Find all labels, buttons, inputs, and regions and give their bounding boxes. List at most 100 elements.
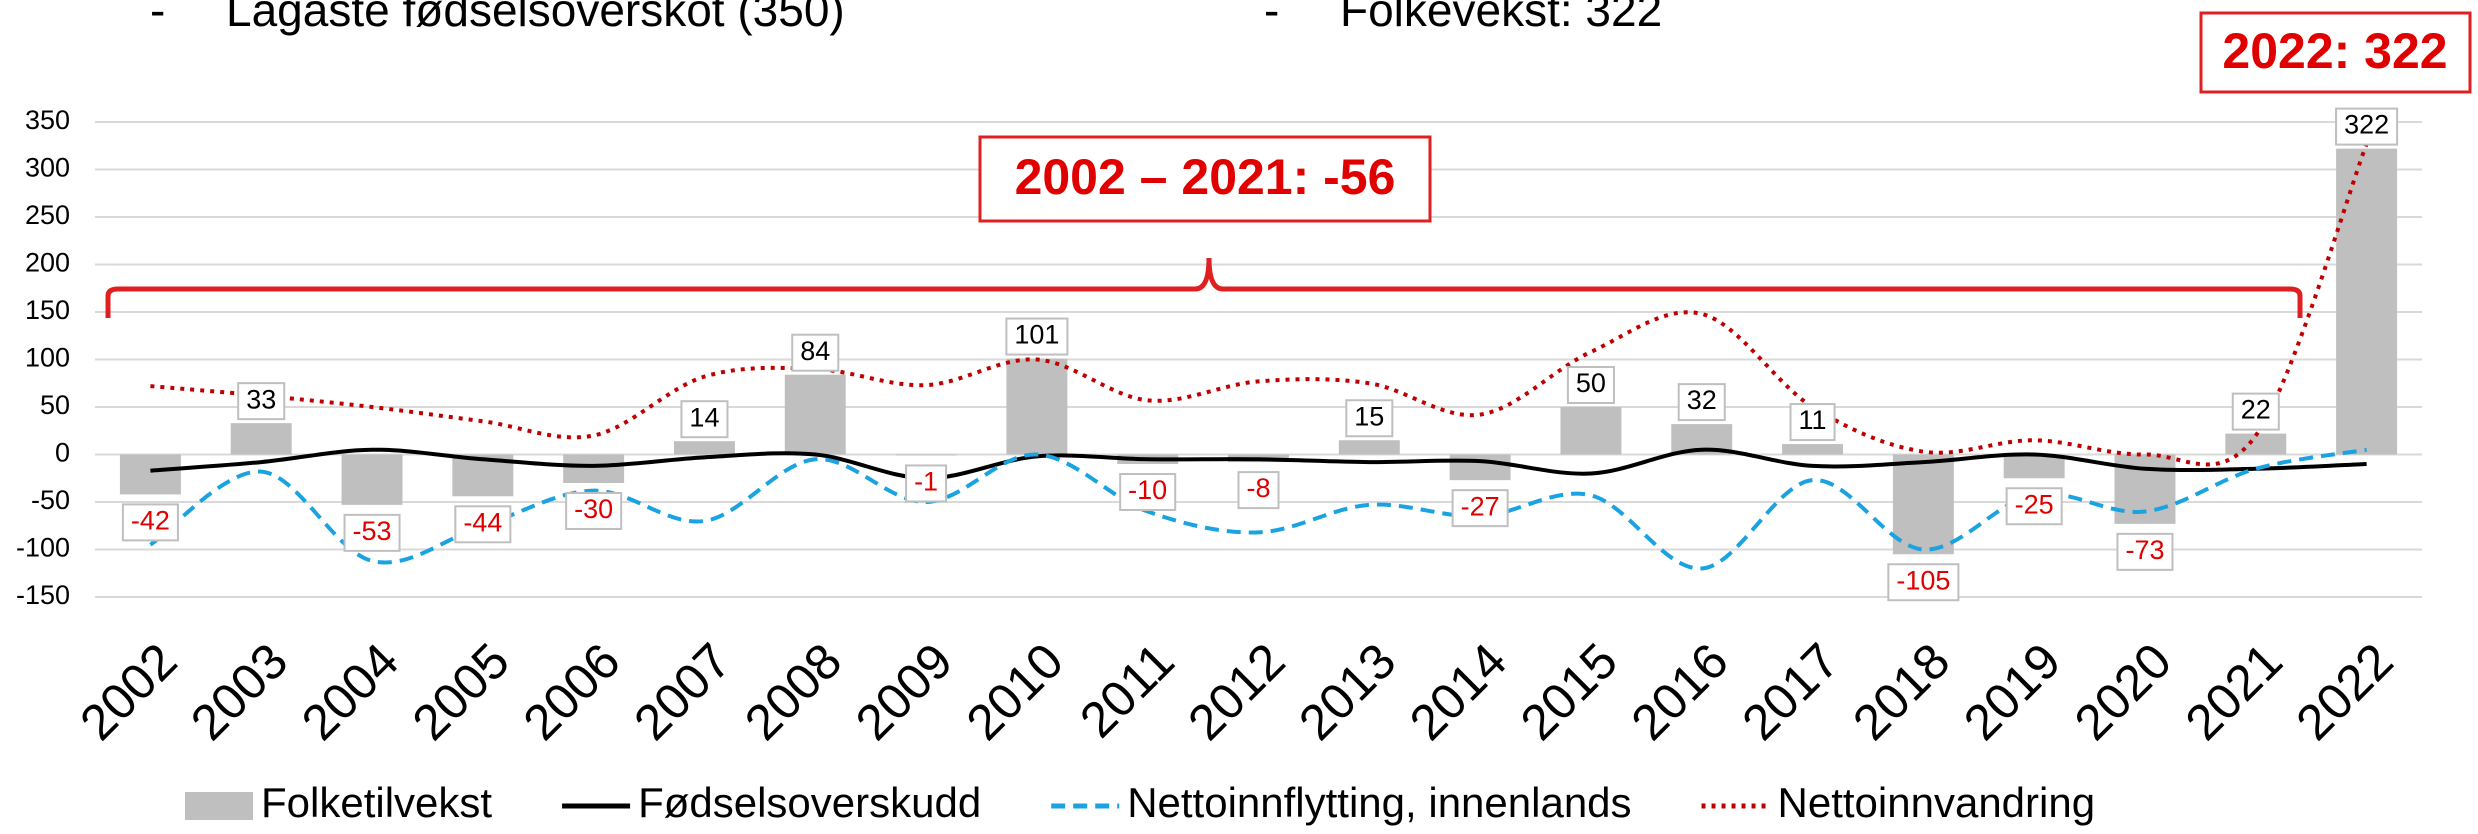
x-tick-label: 2005 xyxy=(402,633,520,751)
y-tick-label: 0 xyxy=(55,438,70,468)
data-label: -10 xyxy=(1119,473,1177,511)
y-tick-label: -50 xyxy=(31,485,70,515)
y-tick-label: 250 xyxy=(25,200,70,230)
data-label-box xyxy=(2005,487,2063,526)
data-label-text: -27 xyxy=(1461,491,1500,521)
data-label-box xyxy=(565,492,623,530)
bar xyxy=(2003,454,2065,479)
data-label-text: -53 xyxy=(353,516,392,546)
bar xyxy=(563,454,625,483)
bar xyxy=(2336,148,2398,455)
x-tick-label: 2018 xyxy=(1842,633,1960,751)
data-label-box xyxy=(1005,317,1069,356)
data-label-text: 15 xyxy=(1354,401,1384,431)
data-label: 15 xyxy=(1345,399,1394,438)
data-label-box xyxy=(1789,403,1836,442)
data-label-text: -44 xyxy=(463,507,502,537)
x-tick-label: 2009 xyxy=(845,633,963,751)
data-label-text: 84 xyxy=(800,336,830,366)
x-tick-label: 2007 xyxy=(623,633,741,751)
data-label-text: 22 xyxy=(2241,395,2271,425)
data-label: 14 xyxy=(680,400,729,439)
data-label-box xyxy=(454,505,512,544)
data-label-box xyxy=(680,400,729,439)
data-label-box xyxy=(1566,366,1615,404)
data-label-box xyxy=(1677,383,1726,422)
data-label-box xyxy=(237,382,286,421)
x-tick-label: 2015 xyxy=(1510,633,1628,751)
x-tick-label: 2003 xyxy=(180,633,298,751)
legend-swatch xyxy=(185,792,253,820)
y-tick-label: 150 xyxy=(25,295,70,325)
data-label-box xyxy=(2116,532,2174,571)
legend-label: Nettoinnvandring xyxy=(1778,779,2096,826)
x-tick-label: 2008 xyxy=(734,633,852,751)
x-tick-label: 2017 xyxy=(1731,633,1849,751)
data-label-box xyxy=(905,464,948,503)
bar xyxy=(1892,454,1954,555)
y-tick-label: 350 xyxy=(25,105,70,135)
data-label: -105 xyxy=(1887,563,1960,602)
data-label-text: -105 xyxy=(1896,565,1950,595)
data-label-box xyxy=(1237,471,1280,510)
bar xyxy=(673,441,735,455)
x-tick-label: 2012 xyxy=(1177,633,1295,751)
data-label-text: -10 xyxy=(1128,475,1167,505)
x-tick-label: 2016 xyxy=(1621,633,1739,751)
data-label-box xyxy=(1345,399,1394,438)
bar xyxy=(341,454,403,505)
bar xyxy=(895,454,957,456)
y-tick-label: 50 xyxy=(40,390,70,420)
data-label: -8 xyxy=(1237,471,1280,510)
annotation-box xyxy=(978,135,1432,223)
data-label-box xyxy=(2231,392,2280,431)
data-label-text: 11 xyxy=(1799,405,1827,435)
data-label: 101 xyxy=(1005,317,1069,356)
data-label: 32 xyxy=(1677,383,1726,422)
data-label: -53 xyxy=(343,513,401,552)
data-label-box xyxy=(791,333,840,372)
bar xyxy=(2225,433,2287,455)
header-text: Folkevekst: 322 xyxy=(1340,0,1662,36)
data-label: 22 xyxy=(2231,392,2280,431)
x-tick-label: 2019 xyxy=(1953,633,2071,751)
x-tick-label: 2011 xyxy=(1069,633,1185,749)
data-label-box xyxy=(121,503,179,542)
y-tick-label: -150 xyxy=(16,580,70,610)
data-label-box xyxy=(1887,563,1960,602)
data-label-box xyxy=(1119,473,1177,511)
data-label: 33 xyxy=(237,382,286,421)
x-tick-label: 2021 xyxy=(2175,633,2293,751)
header-text: Lågaste fødselsoverskot (350) xyxy=(226,0,845,36)
y-tick-label: 300 xyxy=(25,153,70,183)
bar xyxy=(119,454,181,495)
legend-label: Folketilvekst xyxy=(261,779,492,826)
data-label: -1 xyxy=(905,464,948,503)
data-label: -44 xyxy=(454,505,512,544)
data-label-text: -1 xyxy=(914,467,938,497)
x-tick-label: 2013 xyxy=(1288,633,1406,751)
bar xyxy=(784,374,846,455)
data-label: -30 xyxy=(565,492,623,530)
data-label-text: 101 xyxy=(1014,320,1059,350)
y-tick-label: -100 xyxy=(16,533,70,563)
annotation: 2022: 322 xyxy=(2222,23,2447,79)
bar xyxy=(1449,454,1511,481)
x-tick-label: 2006 xyxy=(513,633,631,751)
data-label: -27 xyxy=(1451,489,1509,528)
line-1 xyxy=(150,447,2367,481)
bar xyxy=(1006,358,1068,455)
annotation: 2002 – 2021: -56 xyxy=(1015,149,1396,205)
data-label: 84 xyxy=(791,333,840,372)
data-label-text: 32 xyxy=(1687,385,1717,415)
data-label-text: -30 xyxy=(574,494,613,524)
bar xyxy=(1782,444,1844,455)
legend-label: Fødselsoverskudd xyxy=(638,779,981,826)
x-tick-label: 2004 xyxy=(291,633,409,751)
data-label-box xyxy=(343,513,401,552)
x-tick-label: 2002 xyxy=(69,633,187,751)
data-label: -25 xyxy=(2005,487,2063,526)
bar xyxy=(1338,440,1400,455)
bar xyxy=(1560,407,1622,455)
